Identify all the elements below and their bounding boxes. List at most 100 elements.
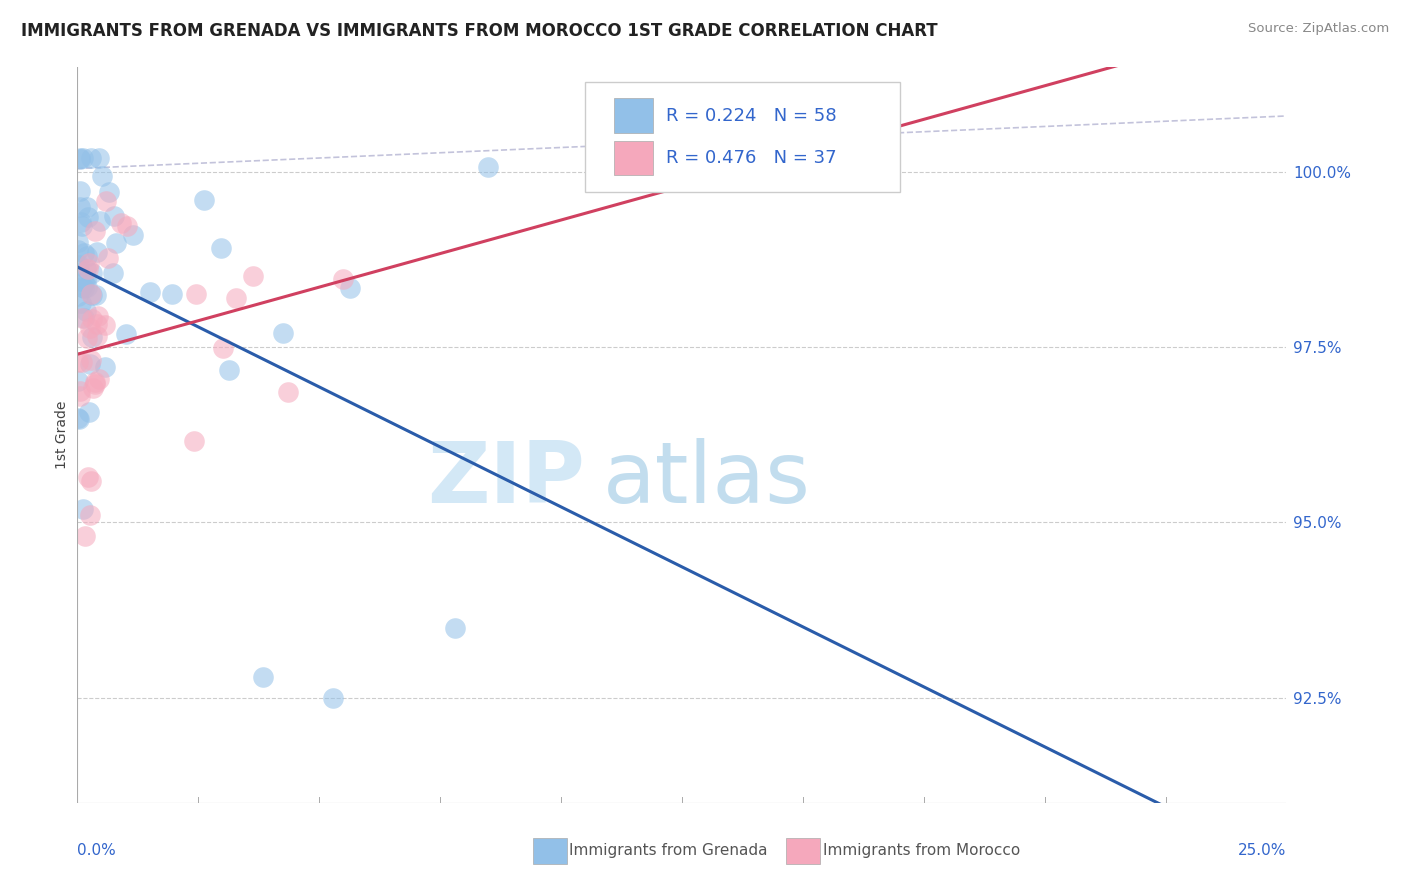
Point (79, 286, 101, 301)
Point (101, 266, 124, 280)
Point (70, 280, 93, 294)
Point (82, 381, 104, 395)
Text: 0.0%: 0.0% (77, 843, 117, 858)
Point (86, 328, 108, 343)
Point (69, 200, 91, 214)
Point (103, 209, 125, 223)
Point (79, 405, 101, 419)
Point (211, 341, 233, 355)
Point (75, 261, 97, 276)
Point (75, 303, 97, 318)
Point (76, 331, 98, 345)
Point (162, 286, 184, 301)
Point (73, 281, 96, 295)
Point (193, 193, 215, 207)
Point (105, 235, 128, 250)
FancyBboxPatch shape (614, 98, 652, 133)
Point (79, 357, 101, 371)
Point (67, 354, 90, 368)
Point (80, 474, 103, 488)
Point (69, 384, 91, 398)
Point (84, 376, 107, 391)
Point (69, 151, 91, 165)
Point (69, 389, 91, 403)
Point (82, 330, 104, 344)
Point (94, 359, 117, 374)
Point (69, 153, 91, 167)
Point (67, 411, 90, 425)
Point (114, 327, 136, 342)
Point (79, 321, 101, 335)
Point (89, 214, 111, 228)
Point (647, 165, 669, 179)
Point (76, 200, 98, 214)
Point (66, 235, 89, 250)
Point (94, 318, 117, 332)
Point (67, 243, 90, 257)
FancyBboxPatch shape (614, 141, 652, 175)
Point (277, 384, 299, 399)
Text: ZIP: ZIP (427, 437, 585, 521)
Text: Immigrants from Morocco: Immigrants from Morocco (823, 844, 1019, 858)
Point (90, 169, 112, 183)
Point (86, 244, 108, 259)
Point (122, 228, 145, 243)
Point (84, 287, 107, 301)
Point (115, 219, 138, 233)
Point (72, 275, 94, 289)
Point (80, 312, 103, 326)
Point (87, 372, 110, 386)
Point (80, 288, 103, 302)
Point (444, 621, 467, 635)
Text: R = 0.224   N = 58: R = 0.224 N = 58 (666, 107, 837, 125)
Point (67, 288, 90, 302)
Point (225, 291, 247, 305)
Point (76, 250, 98, 264)
Point (70, 215, 93, 229)
Point (73, 310, 96, 325)
Point (97, 252, 120, 266)
Text: IMMIGRANTS FROM GRENADA VS IMMIGRANTS FROM MOROCCO 1ST GRADE CORRELATION CHART: IMMIGRANTS FROM GRENADA VS IMMIGRANTS FR… (21, 22, 938, 40)
Point (96, 194, 118, 208)
Point (70, 219, 93, 234)
Point (110, 216, 132, 230)
Point (218, 363, 240, 377)
Point (76, 210, 98, 224)
Point (75, 273, 97, 287)
Point (87, 310, 110, 324)
Y-axis label: 1st Grade: 1st Grade (55, 401, 69, 469)
Point (77, 255, 100, 269)
Point (242, 269, 264, 284)
Point (77, 470, 100, 484)
Point (322, 690, 344, 705)
Point (75, 529, 97, 543)
Point (83, 376, 105, 390)
Point (69, 184, 91, 198)
Point (73, 246, 96, 260)
Point (72, 502, 94, 516)
FancyBboxPatch shape (585, 81, 900, 192)
Point (183, 434, 205, 448)
Point (86, 317, 108, 331)
Point (87, 151, 110, 165)
Text: atlas: atlas (603, 437, 811, 521)
Point (76, 280, 98, 294)
Point (209, 241, 232, 255)
Point (72, 310, 94, 325)
Text: Immigrants from Grenada: Immigrants from Grenada (569, 844, 768, 858)
Point (70, 295, 93, 310)
Point (98, 185, 121, 199)
Point (67, 263, 90, 277)
Point (252, 670, 274, 684)
Point (332, 272, 354, 286)
Text: 25.0%: 25.0% (1239, 843, 1286, 858)
Point (339, 281, 361, 295)
Text: R = 0.476   N = 37: R = 0.476 N = 37 (666, 149, 837, 167)
Point (67, 374, 90, 388)
Point (70, 355, 93, 369)
Point (77, 261, 100, 276)
Point (72, 151, 94, 165)
Point (271, 326, 294, 340)
Point (83, 223, 105, 237)
Point (67, 412, 90, 426)
